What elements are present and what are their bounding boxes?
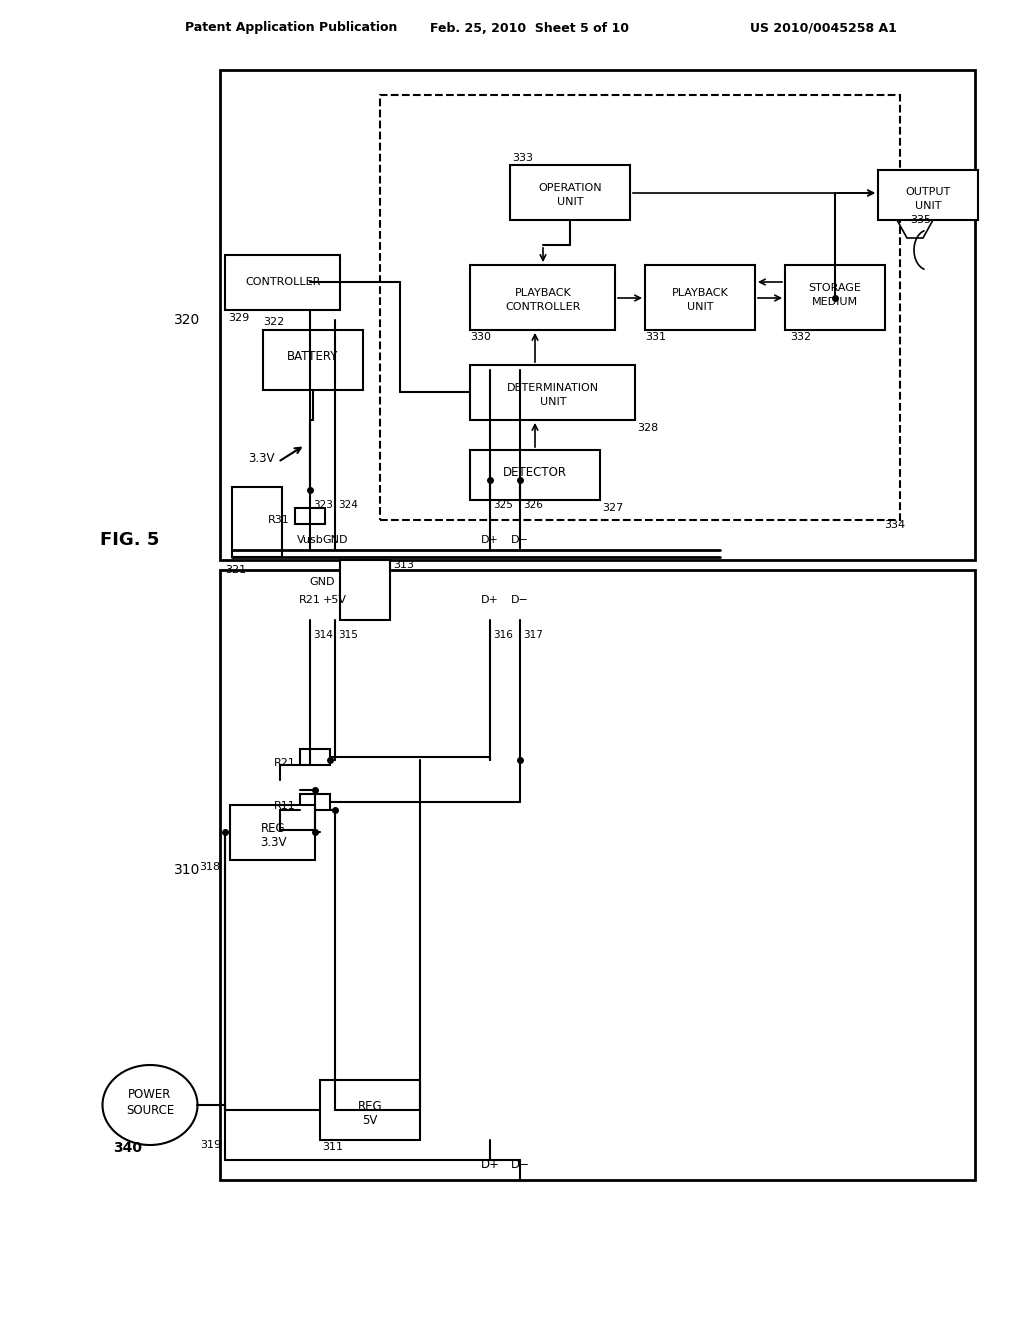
Text: REG: REG	[357, 1101, 382, 1114]
Text: POWER: POWER	[128, 1089, 172, 1101]
FancyBboxPatch shape	[295, 508, 325, 524]
Text: BATTERY: BATTERY	[288, 351, 339, 363]
Text: FIG. 5: FIG. 5	[100, 531, 160, 549]
Text: 331: 331	[645, 333, 666, 342]
Text: D+: D+	[480, 1159, 500, 1172]
Text: 325: 325	[493, 500, 513, 510]
Text: 315: 315	[338, 630, 357, 640]
Text: 310: 310	[174, 863, 200, 876]
FancyBboxPatch shape	[230, 805, 315, 861]
Text: 319: 319	[200, 1140, 221, 1150]
FancyBboxPatch shape	[263, 330, 362, 389]
Text: 321: 321	[225, 565, 246, 576]
Text: PLAYBACK: PLAYBACK	[672, 288, 728, 298]
Text: SOURCE: SOURCE	[126, 1104, 174, 1117]
Text: US 2010/0045258 A1: US 2010/0045258 A1	[750, 21, 897, 34]
Text: DETERMINATION: DETERMINATION	[507, 383, 599, 393]
Text: DETECTOR: DETECTOR	[503, 466, 567, 479]
Text: 326: 326	[523, 500, 543, 510]
Text: D−: D−	[511, 595, 529, 605]
Text: OPERATION: OPERATION	[539, 183, 602, 193]
FancyBboxPatch shape	[225, 255, 340, 310]
Text: UNIT: UNIT	[687, 302, 714, 312]
Text: Patent Application Publication: Patent Application Publication	[185, 21, 397, 34]
Text: 330: 330	[470, 333, 490, 342]
FancyBboxPatch shape	[645, 265, 755, 330]
FancyBboxPatch shape	[470, 450, 600, 500]
Text: OUTPUT: OUTPUT	[905, 187, 950, 197]
Text: 322: 322	[263, 317, 285, 327]
Text: D+: D+	[481, 535, 499, 545]
Text: D−: D−	[511, 535, 529, 545]
Text: D−: D−	[511, 1159, 529, 1172]
Text: CONTROLLER: CONTROLLER	[505, 302, 581, 312]
Text: 329: 329	[228, 313, 249, 323]
Text: 3.3V: 3.3V	[249, 451, 275, 465]
Text: R21: R21	[274, 758, 296, 768]
Text: UNIT: UNIT	[540, 397, 566, 407]
Text: 327: 327	[602, 503, 624, 513]
Text: 311: 311	[322, 1142, 343, 1152]
FancyBboxPatch shape	[300, 795, 330, 810]
Text: STORAGE: STORAGE	[809, 282, 861, 293]
Text: 317: 317	[523, 630, 543, 640]
Text: 324: 324	[338, 500, 357, 510]
Text: UNIT: UNIT	[914, 201, 941, 211]
Text: 318: 318	[199, 862, 220, 873]
FancyBboxPatch shape	[232, 487, 282, 557]
FancyBboxPatch shape	[510, 165, 630, 220]
Text: +5V: +5V	[323, 595, 347, 605]
Text: Vusb: Vusb	[297, 535, 324, 545]
Text: 332: 332	[790, 333, 811, 342]
Text: 333: 333	[512, 153, 534, 162]
FancyBboxPatch shape	[220, 570, 975, 1180]
Text: MEDIUM: MEDIUM	[812, 297, 858, 308]
Text: UNIT: UNIT	[557, 197, 584, 207]
FancyBboxPatch shape	[878, 170, 978, 220]
Text: 320: 320	[174, 313, 200, 327]
Text: 328: 328	[637, 422, 658, 433]
Text: R31: R31	[268, 515, 290, 525]
Text: 313: 313	[393, 560, 414, 570]
Text: 334: 334	[884, 520, 905, 531]
Text: GND: GND	[309, 577, 335, 587]
Text: CONTROLLER: CONTROLLER	[246, 277, 321, 286]
Text: R21: R21	[299, 595, 321, 605]
Ellipse shape	[102, 1065, 198, 1144]
FancyBboxPatch shape	[340, 560, 390, 620]
Text: 3.3V: 3.3V	[260, 836, 287, 849]
FancyBboxPatch shape	[380, 95, 900, 520]
FancyBboxPatch shape	[470, 366, 635, 420]
Text: D+: D+	[481, 595, 499, 605]
Text: 323: 323	[313, 500, 333, 510]
Text: 340: 340	[113, 1140, 142, 1155]
Text: 335: 335	[910, 215, 931, 224]
Text: Feb. 25, 2010  Sheet 5 of 10: Feb. 25, 2010 Sheet 5 of 10	[430, 21, 629, 34]
Text: 316: 316	[493, 630, 513, 640]
FancyBboxPatch shape	[470, 265, 615, 330]
FancyBboxPatch shape	[220, 70, 975, 560]
Text: R11: R11	[274, 801, 296, 810]
FancyBboxPatch shape	[300, 748, 330, 766]
Text: 5V: 5V	[362, 1114, 378, 1127]
FancyBboxPatch shape	[785, 265, 885, 330]
Text: GND: GND	[323, 535, 348, 545]
Text: REG: REG	[261, 821, 286, 834]
Text: 314: 314	[313, 630, 333, 640]
Text: PLAYBACK: PLAYBACK	[515, 288, 571, 298]
FancyBboxPatch shape	[319, 1080, 420, 1140]
